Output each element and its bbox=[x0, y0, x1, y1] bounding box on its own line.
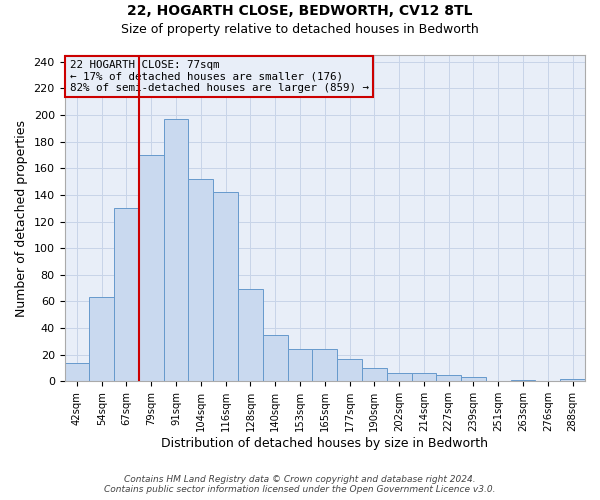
Bar bbox=[313, 350, 337, 382]
Bar bbox=[263, 334, 287, 382]
Text: Size of property relative to detached houses in Bedworth: Size of property relative to detached ho… bbox=[121, 22, 479, 36]
Bar bbox=[412, 374, 436, 382]
Bar bbox=[139, 155, 164, 382]
Bar bbox=[560, 378, 585, 382]
Bar bbox=[188, 179, 213, 382]
Bar bbox=[164, 119, 188, 382]
Y-axis label: Number of detached properties: Number of detached properties bbox=[15, 120, 28, 316]
Bar bbox=[337, 358, 362, 382]
Bar bbox=[461, 378, 486, 382]
Text: 22 HOGARTH CLOSE: 77sqm
← 17% of detached houses are smaller (176)
82% of semi-d: 22 HOGARTH CLOSE: 77sqm ← 17% of detache… bbox=[70, 60, 369, 93]
Bar bbox=[436, 374, 461, 382]
Bar bbox=[238, 290, 263, 382]
Bar bbox=[387, 374, 412, 382]
Bar bbox=[362, 368, 387, 382]
X-axis label: Distribution of detached houses by size in Bedworth: Distribution of detached houses by size … bbox=[161, 437, 488, 450]
Bar bbox=[89, 298, 114, 382]
Bar bbox=[511, 380, 535, 382]
Bar bbox=[65, 362, 89, 382]
Bar bbox=[213, 192, 238, 382]
Text: Contains HM Land Registry data © Crown copyright and database right 2024.
Contai: Contains HM Land Registry data © Crown c… bbox=[104, 475, 496, 494]
Bar bbox=[114, 208, 139, 382]
Text: 22, HOGARTH CLOSE, BEDWORTH, CV12 8TL: 22, HOGARTH CLOSE, BEDWORTH, CV12 8TL bbox=[127, 4, 473, 18]
Bar bbox=[287, 350, 313, 382]
